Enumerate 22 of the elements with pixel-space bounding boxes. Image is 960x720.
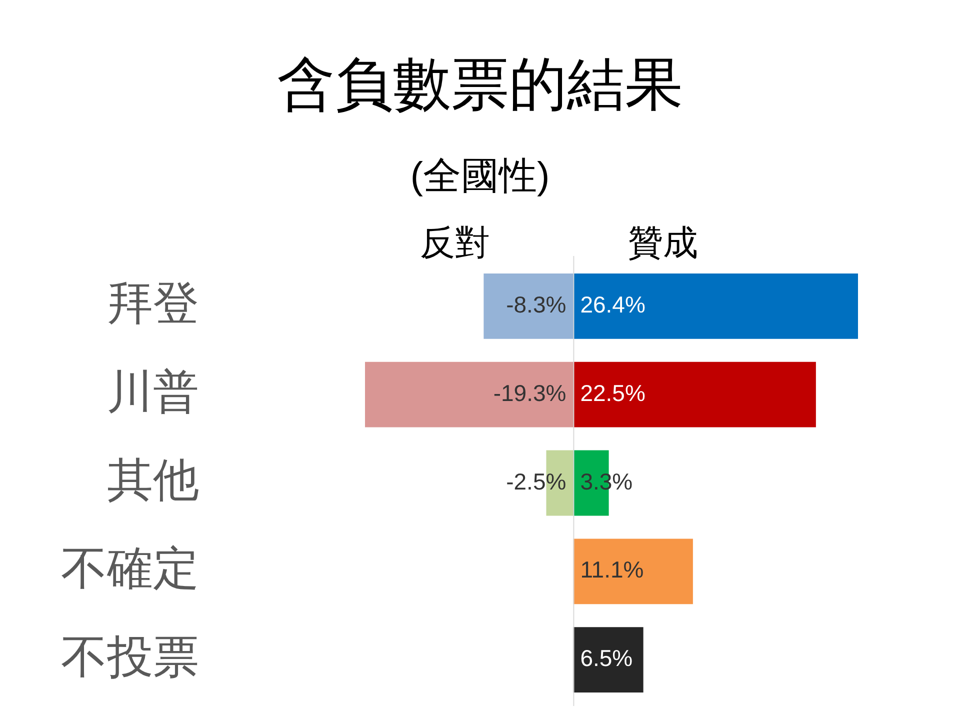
data-label: -2.5%	[506, 468, 566, 494]
y-tick-label: 其他	[107, 454, 199, 506]
data-label: -19.3%	[493, 380, 566, 406]
y-tick-label: 不確定	[61, 542, 199, 594]
chart-subtitle: (全國性)	[410, 155, 550, 198]
y-tick-label: 不投票	[61, 630, 199, 682]
data-label: 22.5%	[580, 380, 646, 406]
y-tick-label: 拜登	[107, 276, 199, 329]
chart-title: 含負數票的結果	[277, 52, 683, 117]
bar	[484, 273, 574, 339]
bar	[573, 273, 858, 339]
bar	[573, 538, 693, 604]
data-label: -8.3%	[506, 292, 566, 318]
data-label: 26.4%	[580, 292, 646, 318]
series-label: 反對	[420, 224, 490, 263]
bar	[573, 362, 816, 428]
data-label: 6.5%	[580, 645, 633, 672]
y-tick-label: 川普	[107, 365, 199, 418]
bar	[365, 362, 574, 428]
bar	[573, 627, 644, 693]
series-label: 贊成	[628, 224, 698, 263]
data-label: 11.1%	[580, 556, 644, 583]
